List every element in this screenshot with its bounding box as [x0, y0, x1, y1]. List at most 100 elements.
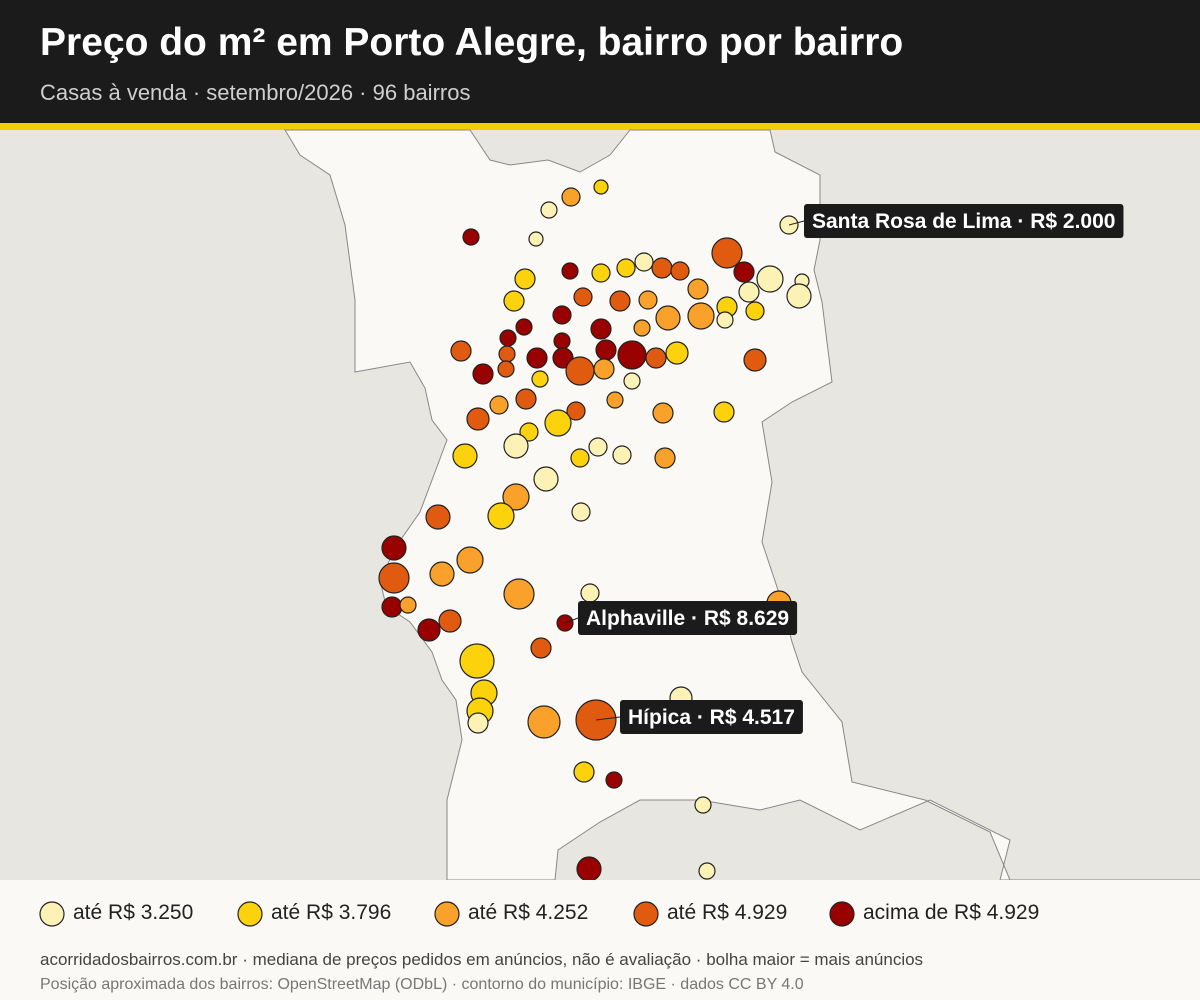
bairro-bubble [591, 263, 611, 283]
annotation-box [620, 700, 803, 734]
bairro-bubble [561, 187, 581, 207]
footer-background [0, 880, 1200, 1000]
legend-label: até R$ 4.929 [667, 901, 787, 924]
bairro-bubble [462, 228, 480, 246]
bairro-bubble [571, 502, 591, 522]
legend-label: até R$ 3.250 [73, 901, 193, 924]
bairro-bubble [609, 290, 631, 312]
bairro-bubble [633, 319, 651, 337]
legend: até R$ 3.250 até R$ 3.796 até R$ 4.252 até … [39, 901, 1039, 927]
legend-label: acima de R$ 4.929 [863, 901, 1039, 924]
bairro-bubble [515, 388, 537, 410]
bairro-bubble [786, 283, 812, 309]
bairro-bubble [381, 596, 403, 618]
annotations: Santa Rosa de Lima · R$ 2.000 Alphaville … [564, 204, 1124, 734]
bairro-bubble [530, 637, 552, 659]
bairro-bubble [565, 356, 595, 386]
bairro-bubble [698, 862, 716, 880]
bairro-bubble [378, 562, 410, 594]
bairro-bubble [580, 583, 600, 603]
bairro-bubble [617, 340, 647, 370]
bairro-bubble [711, 237, 743, 269]
bairro-bubble [576, 856, 602, 882]
bairro-bubble [738, 281, 760, 303]
bairro-bubble [634, 252, 654, 272]
bairro-bubble [687, 302, 715, 330]
footer-source: Posição aproximada dos bairros: OpenStre… [40, 976, 804, 993]
bairro-bubble [655, 305, 681, 331]
legend-label: até R$ 4.252 [468, 901, 588, 924]
bairro-bubble [623, 372, 641, 390]
bairro-bubble [456, 546, 484, 574]
bairro-bubble [595, 339, 617, 361]
annotation-label: Santa Rosa de Lima · R$ 2.000 [812, 210, 1115, 233]
bairro-bubble [467, 712, 489, 734]
bairro-bubble [503, 290, 525, 312]
bairro-bubble [713, 401, 735, 423]
bairro-bubble [526, 347, 548, 369]
bairro-bubble [466, 407, 490, 431]
bairro-bubble [497, 360, 515, 378]
legend-label: até R$ 3.796 [271, 901, 391, 924]
bairro-bubble [645, 347, 667, 369]
bairro-bubble [566, 401, 586, 421]
bairro-bubble [438, 609, 462, 633]
header-bar [0, 0, 1200, 123]
bairro-bubble [417, 618, 441, 642]
annotation-label: Hípica · R$ 4.517 [628, 706, 795, 729]
bairro-bubble [528, 231, 544, 247]
bairro-bubble [552, 305, 572, 325]
bairro-bubble [687, 278, 709, 300]
municipality-outline [284, 129, 1200, 881]
bairro-bubble [605, 771, 623, 789]
bairro-bubble [502, 483, 530, 511]
bairro-bubble [515, 318, 533, 336]
bairro-bubble [716, 311, 734, 329]
bairro-bubble [694, 796, 712, 814]
bairro-bubble [499, 329, 517, 347]
bairro-bubble [561, 262, 579, 280]
bairro-bubble [593, 179, 609, 195]
bairro-bubble [425, 504, 451, 530]
bairro-bubble [665, 341, 689, 365]
bairro-bubble [452, 443, 478, 469]
bairro-bubble [450, 340, 472, 362]
legend-swatch [633, 901, 659, 927]
bairro-bubble [743, 348, 767, 372]
annotation-leader [788, 220, 805, 226]
footer-note: acorridadosbairros.com.br · mediana de p… [40, 950, 923, 969]
annotation-leader [564, 617, 579, 624]
bairro-bubble [638, 290, 658, 310]
legend-swatch [434, 901, 460, 927]
bairro-bubble [616, 258, 636, 278]
bairro-bubble [606, 391, 624, 409]
bairro-bubble [652, 402, 674, 424]
header-stripe [0, 123, 1200, 130]
bairro-bubble [487, 502, 515, 530]
bairro-bubble [429, 561, 455, 587]
bairro-bubble [588, 437, 608, 457]
subtitle: Casas à venda · setembro/2026 · 96 bairr… [40, 80, 470, 105]
bairro-bubble [540, 201, 558, 219]
bairro-bubble [459, 643, 495, 679]
legend-swatch [829, 901, 855, 927]
bairro-bubble [503, 578, 535, 610]
annotation-box [804, 204, 1124, 238]
bubbles [378, 179, 812, 882]
bairro-bubble [514, 268, 536, 290]
bairro-bubble [756, 265, 784, 293]
annotation-label: Alphaville · R$ 8.629 [586, 607, 789, 630]
legend-swatch [237, 901, 263, 927]
bairro-bubble [553, 332, 571, 350]
bairro-bubble [503, 433, 529, 459]
bairro-bubble [472, 363, 494, 385]
bairro-bubble [544, 409, 572, 437]
bairro-bubble [590, 318, 612, 340]
bairro-bubble [670, 261, 690, 281]
bairro-bubble [651, 257, 673, 279]
bairro-bubble [733, 261, 755, 283]
bairro-bubble [498, 345, 516, 363]
bairro-bubble [489, 395, 509, 415]
bairro-bubble [533, 466, 559, 492]
